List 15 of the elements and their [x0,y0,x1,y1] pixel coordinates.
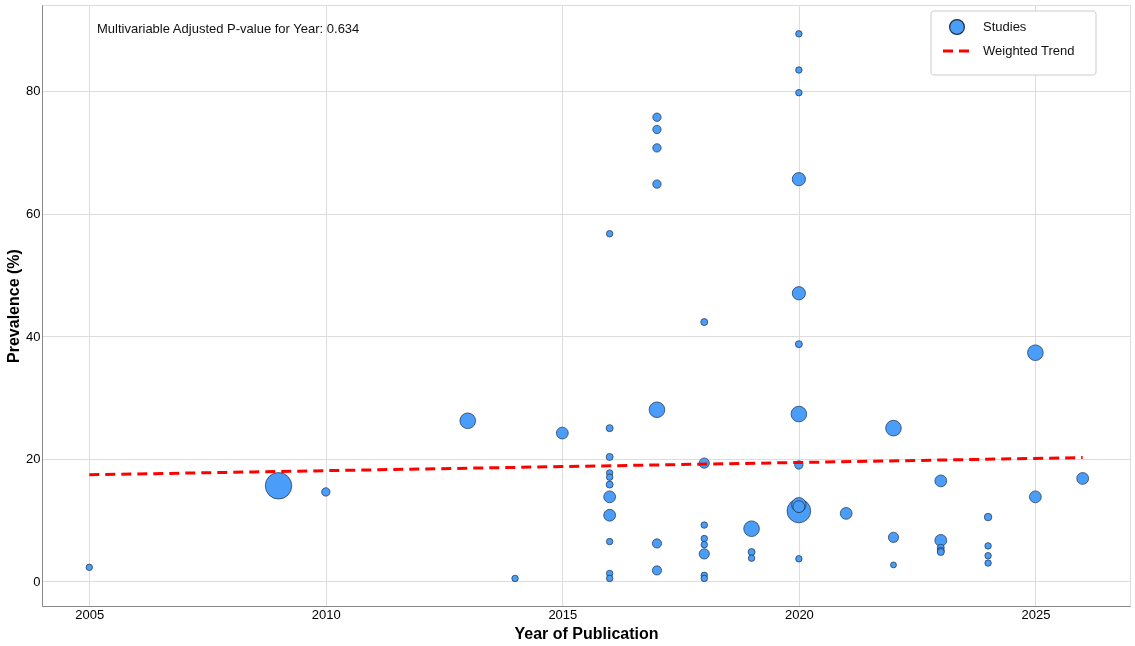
x-tick-label: 2010 [311,606,341,622]
x-axis-title: Year of Publication [514,624,659,642]
x-tick-label: 2025 [1021,606,1051,622]
y-tick-label: 80 [26,83,41,99]
legend-label: Weighted Trend [983,43,1075,58]
y-tick-label: 60 [26,206,41,222]
y-tick-label: 40 [26,328,41,344]
y-tick-label: 0 [33,573,41,589]
annotation: Multivariable Adjusted P-value for Year: 0.634 [97,21,360,36]
y-tick-label: 20 [26,451,41,467]
x-tick-label: 2020 [784,606,814,622]
legend-label: Studies [983,19,1027,34]
y-axis-title: Prevalence (%) [5,249,23,363]
x-tick-label: 2005 [75,606,105,622]
x-tick-label: 2015 [548,606,578,622]
